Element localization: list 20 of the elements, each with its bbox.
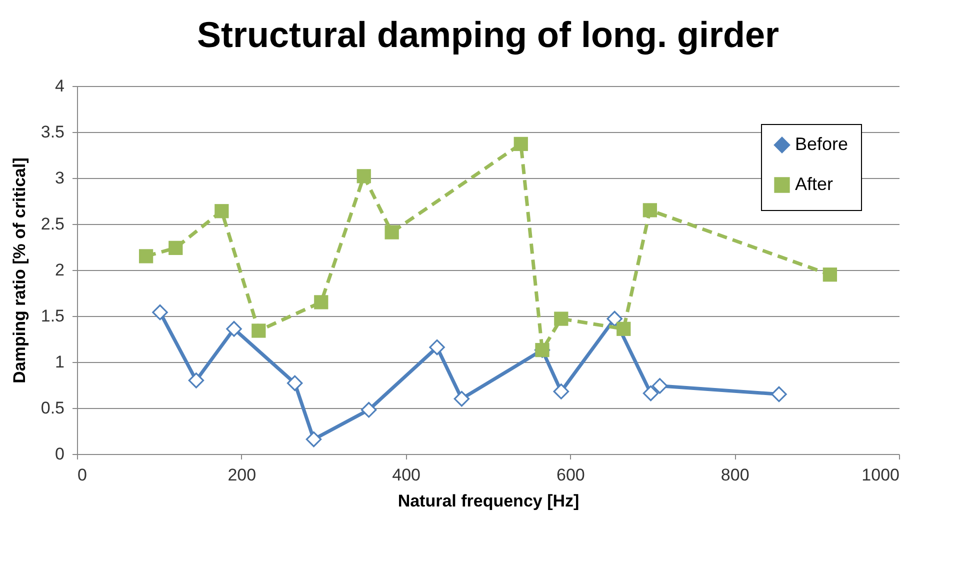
y-tick-label: 3 [55, 168, 64, 188]
y-tick-label: 0 [55, 444, 64, 464]
x-tick-label: 800 [720, 466, 750, 484]
chart-title: Structural damping of long. girder [196, 14, 780, 55]
legend-label: Before [795, 134, 848, 154]
x-tick-label: 1000 [862, 466, 900, 484]
y-tick-label: 0.5 [40, 398, 64, 418]
y-axis-title: Damping ratio [% of critical] [10, 158, 29, 384]
x-tick-label: 200 [228, 466, 256, 484]
x-axis-title: Natural frequency [Hz] [398, 492, 580, 510]
y-tick-label: 2 [55, 260, 64, 280]
y-tick-label: 1 [55, 352, 64, 372]
y-tick-label: 2.5 [40, 214, 64, 234]
y-tick-label: 4 [55, 76, 64, 96]
x-tick-label: 0 [78, 466, 87, 484]
y-tick-label: 3.5 [40, 122, 64, 142]
y-tick-label: 1.5 [40, 306, 64, 326]
x-tick-label: 600 [556, 466, 585, 484]
x-tick-label: 400 [392, 466, 420, 484]
legend-label: After [795, 174, 834, 194]
